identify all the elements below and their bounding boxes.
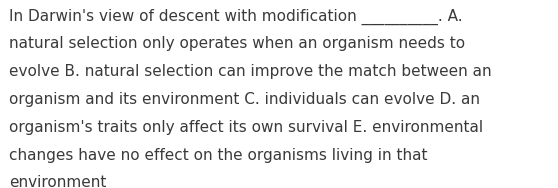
Text: environment: environment xyxy=(9,175,107,188)
Text: changes have no effect on the organisms living in that: changes have no effect on the organisms … xyxy=(9,148,427,163)
Text: evolve B. natural selection can improve the match between an: evolve B. natural selection can improve … xyxy=(9,64,492,79)
Text: In Darwin's view of descent with modification __________. A.: In Darwin's view of descent with modific… xyxy=(9,8,463,25)
Text: organism's traits only affect its own survival E. environmental: organism's traits only affect its own su… xyxy=(9,120,483,135)
Text: organism and its environment C. individuals can evolve D. an: organism and its environment C. individu… xyxy=(9,92,480,107)
Text: natural selection only operates when an organism needs to: natural selection only operates when an … xyxy=(9,36,465,51)
